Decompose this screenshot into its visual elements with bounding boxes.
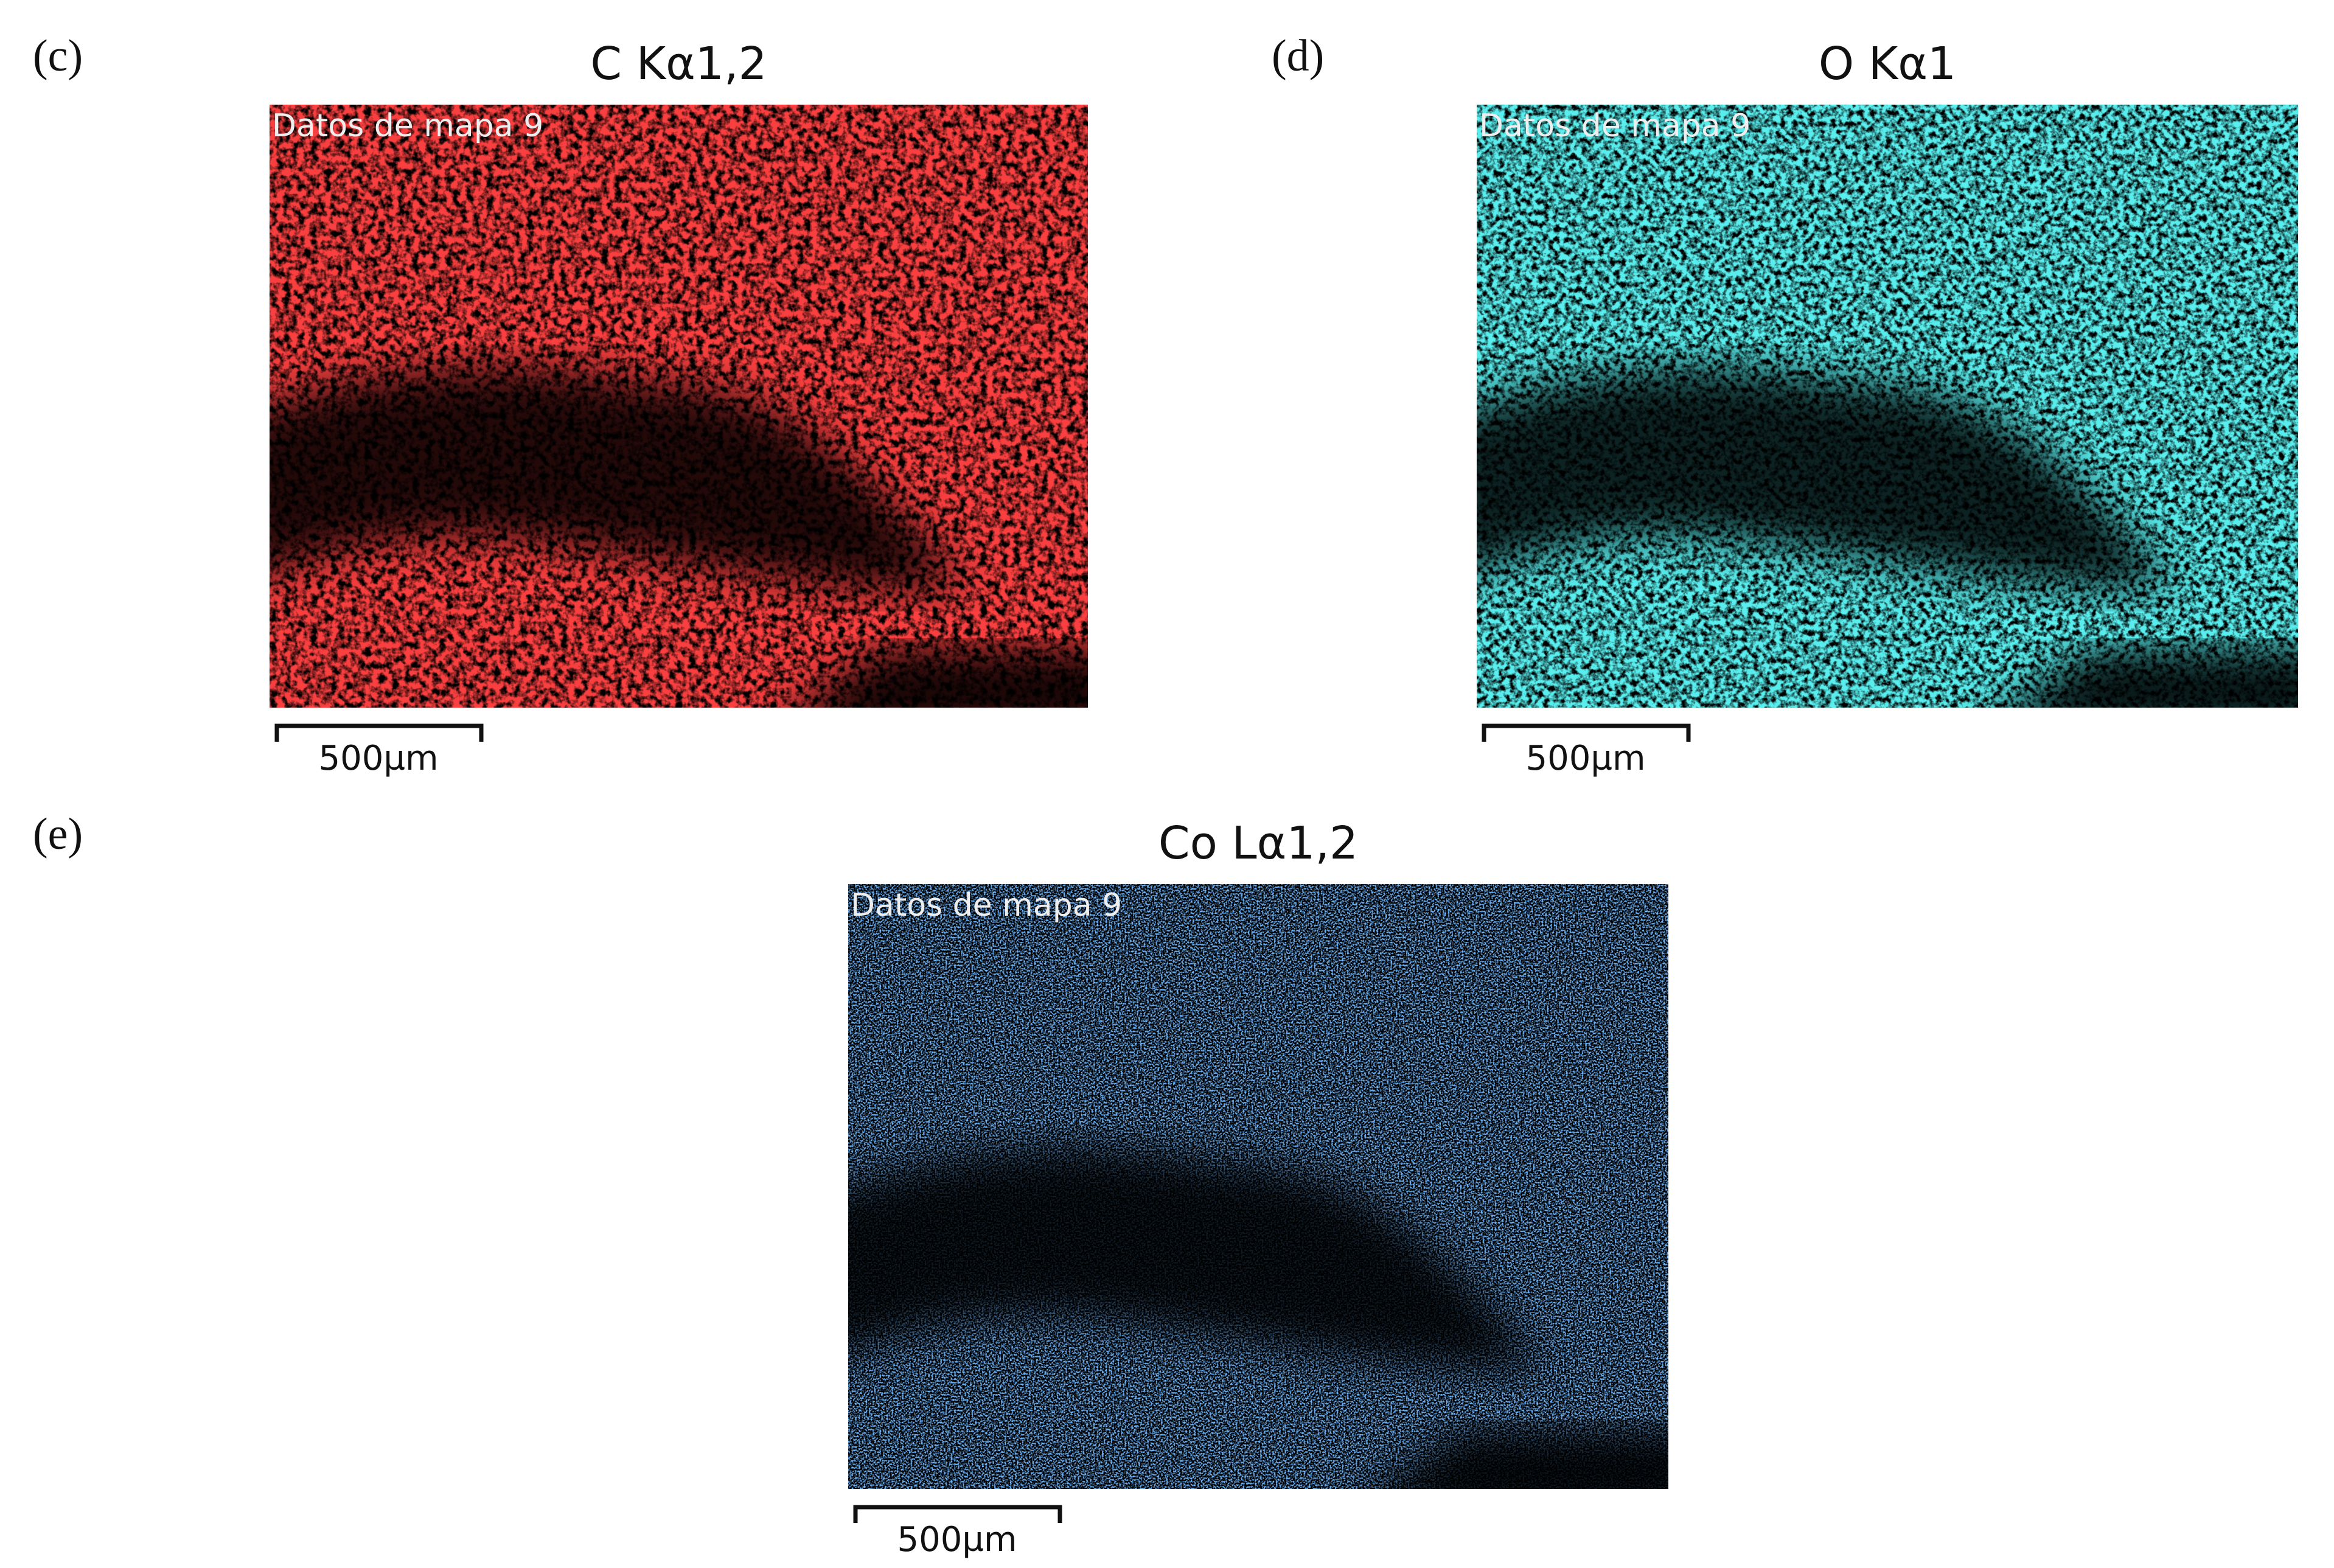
dark-corner (1381, 1428, 1668, 1489)
map-overlay-text: Datos de mapa 9 (272, 108, 543, 144)
scale-bar-label: 500µm (1525, 739, 1645, 778)
map-overlay-text: Datos de mapa 9 (851, 887, 1122, 924)
panel: (c) C Kα1,2 Datos de mapa 9 500µm (33, 31, 1088, 778)
panel-label: (c) (33, 31, 83, 81)
map-overlay-text: Datos de mapa 9 (1479, 108, 1750, 144)
panel-title: C Kα1,2 (590, 38, 767, 90)
panel-title: Co Lα1,2 (1158, 817, 1358, 869)
scale-bar-label: 500µm (897, 1520, 1017, 1559)
dark-band (270, 367, 966, 590)
panel-label: (d) (1272, 31, 1324, 81)
dark-corner (801, 647, 1088, 708)
panel-title: O Kα1 (1819, 38, 1956, 90)
scale-bar-label: 500µm (318, 739, 438, 778)
dark-band (1477, 367, 2175, 590)
dark-corner (2010, 647, 2298, 708)
dark-band (848, 1147, 1545, 1370)
panel: (e) Co Lα1,2 Datos de mapa 9 500µm (33, 809, 1668, 1559)
scale-bar (274, 723, 484, 742)
panel-label: (e) (33, 809, 83, 859)
panels: (c) C Kα1,2 Datos de mapa 9 500µm (d) O Kα1 Da… (33, 31, 2298, 1559)
scale-bar (1482, 723, 1691, 742)
scale-bar (853, 1505, 1062, 1523)
panel: (d) O Kα1 Datos de mapa 9 500µm (1272, 31, 2298, 778)
